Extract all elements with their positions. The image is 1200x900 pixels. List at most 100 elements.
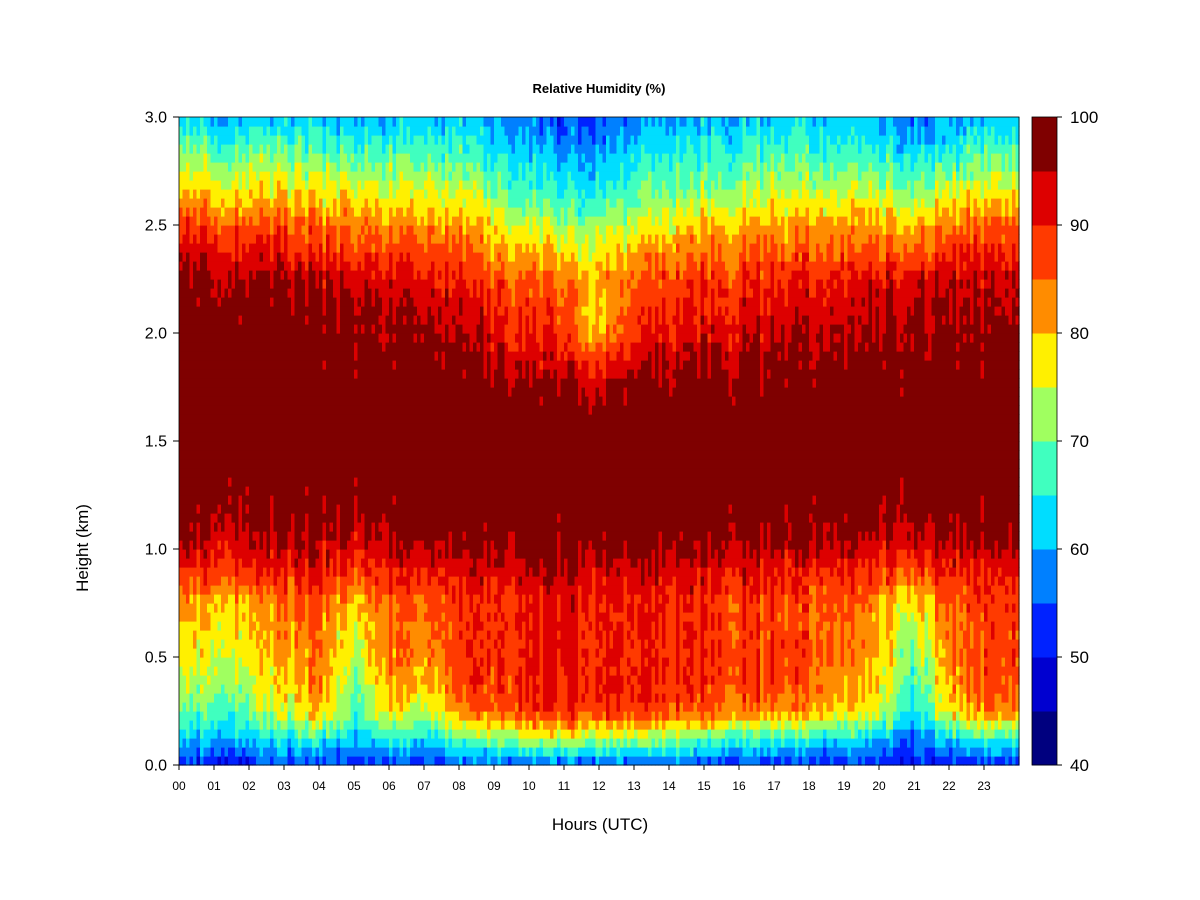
heatmap-cell — [410, 369, 415, 379]
heatmap-cell — [319, 639, 324, 649]
heatmap-cell — [287, 432, 292, 442]
heatmap-cell — [403, 693, 408, 703]
heatmap-column — [340, 117, 345, 766]
heatmap-cell — [207, 342, 212, 352]
heatmap-cell — [270, 549, 275, 559]
heatmap-cell — [301, 675, 306, 685]
heatmap-cell — [361, 603, 366, 613]
heatmap-cell — [315, 648, 320, 658]
heatmap-cell — [322, 243, 327, 253]
heatmap-cell — [182, 135, 187, 145]
heatmap-cell — [406, 540, 411, 550]
heatmap-cell — [305, 486, 310, 496]
heatmap-cell — [200, 666, 205, 676]
heatmap-cell — [277, 630, 282, 640]
heatmap-cell — [322, 666, 327, 676]
heatmap-cell — [196, 378, 201, 388]
heatmap-cell — [319, 207, 324, 217]
heatmap-cell — [389, 486, 394, 496]
heatmap-cell — [238, 414, 243, 424]
heatmap-cell — [252, 297, 257, 307]
heatmap-cell — [245, 513, 250, 523]
heatmap-cell — [249, 279, 254, 289]
heatmap-cell — [361, 279, 366, 289]
heatmap-cell — [238, 504, 243, 514]
heatmap-cell — [382, 603, 387, 613]
heatmap-cell — [389, 225, 394, 235]
heatmap-cell — [179, 756, 184, 766]
heatmap-cell — [193, 216, 198, 226]
heatmap-cell — [406, 747, 411, 757]
heatmap-cell — [399, 126, 404, 136]
heatmap-cell — [203, 747, 208, 757]
heatmap-cell — [259, 405, 264, 415]
heatmap-cell — [200, 306, 205, 316]
heatmap-cell — [392, 360, 397, 370]
heatmap-cell — [312, 657, 317, 667]
heatmap-cell — [364, 342, 369, 352]
heatmap-cell — [322, 279, 327, 289]
heatmap-cell — [214, 396, 219, 406]
heatmap-cell — [305, 639, 310, 649]
heatmap-cell — [347, 639, 352, 649]
heatmap-cell — [210, 162, 215, 172]
heatmap-cell — [214, 486, 219, 496]
heatmap-cell — [270, 486, 275, 496]
heatmap-cell — [392, 153, 397, 163]
heatmap-cell — [375, 117, 380, 127]
heatmap-cell — [326, 711, 331, 721]
heatmap-cell — [200, 279, 205, 289]
heatmap-cell — [410, 738, 415, 748]
heatmap-cell — [284, 540, 289, 550]
heatmap-cell — [210, 513, 215, 523]
heatmap-cell — [368, 279, 373, 289]
heatmap-cell — [322, 396, 327, 406]
heatmap-cell — [245, 441, 250, 451]
heatmap-cell — [382, 702, 387, 712]
heatmap-cell — [203, 234, 208, 244]
heatmap-cell — [385, 369, 390, 379]
heatmap-cell — [196, 702, 201, 712]
heatmap-cell — [389, 324, 394, 334]
heatmap-cell — [235, 477, 240, 487]
heatmap-cell — [389, 612, 394, 622]
heatmap-cell — [340, 603, 345, 613]
heatmap-cell — [224, 261, 229, 271]
heatmap-cell — [263, 639, 268, 649]
heatmap-cell — [378, 207, 383, 217]
heatmap-cell — [382, 468, 387, 478]
heatmap-cell — [361, 423, 366, 433]
heatmap-cell — [364, 252, 369, 262]
heatmap-cell — [371, 414, 376, 424]
heatmap-cell — [214, 288, 219, 298]
heatmap-cell — [263, 189, 268, 199]
heatmap-cell — [249, 729, 254, 739]
heatmap-cell — [382, 648, 387, 658]
heatmap-cell — [270, 171, 275, 181]
heatmap-cell — [263, 513, 268, 523]
heatmap-cell — [326, 243, 331, 253]
heatmap-cell — [270, 522, 275, 532]
heatmap-cell — [235, 603, 240, 613]
heatmap-cell — [277, 144, 282, 154]
heatmap-cell — [266, 216, 271, 226]
heatmap-cell — [210, 171, 215, 181]
heatmap-cell — [305, 162, 310, 172]
heatmap-cell — [259, 495, 264, 505]
heatmap-cell — [382, 423, 387, 433]
heatmap-cell — [263, 495, 268, 505]
heatmap-cell — [361, 306, 366, 316]
heatmap-cell — [256, 297, 261, 307]
heatmap-cell — [273, 207, 278, 217]
heatmap-cell — [259, 243, 264, 253]
heatmap-cell — [294, 567, 299, 577]
heatmap-cell — [333, 342, 338, 352]
heatmap-cell — [249, 567, 254, 577]
heatmap-cell — [203, 126, 208, 136]
heatmap-cell — [336, 567, 341, 577]
heatmap-cell — [333, 225, 338, 235]
heatmap-cell — [378, 162, 383, 172]
heatmap-cell — [256, 495, 261, 505]
heatmap-cell — [354, 450, 359, 460]
heatmap-cell — [200, 567, 205, 577]
